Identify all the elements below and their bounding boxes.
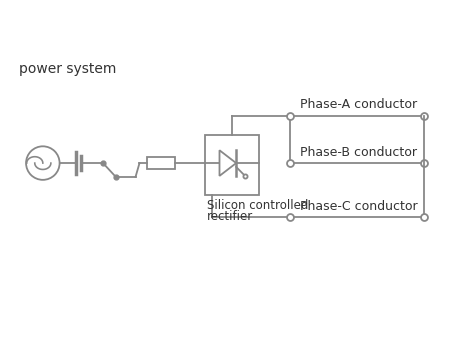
Bar xyxy=(148,157,175,169)
Text: Phase-A conductor: Phase-A conductor xyxy=(300,98,418,112)
Text: rectifier: rectifier xyxy=(207,211,253,223)
Text: Phase-C conductor: Phase-C conductor xyxy=(300,200,418,213)
Bar xyxy=(205,136,259,195)
Text: power system: power system xyxy=(19,63,117,76)
Text: Silicon controlled: Silicon controlled xyxy=(207,199,308,212)
Polygon shape xyxy=(220,150,236,176)
Text: Phase-B conductor: Phase-B conductor xyxy=(300,146,417,159)
